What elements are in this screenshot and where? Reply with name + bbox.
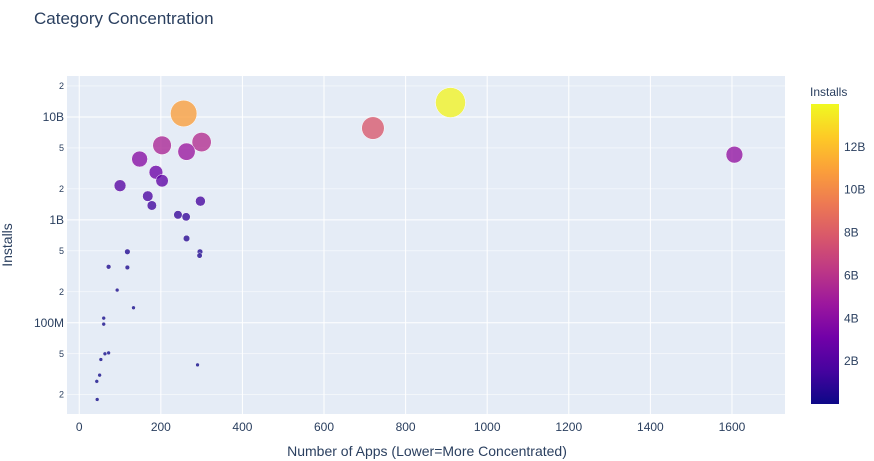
data-point[interactable] <box>124 264 130 271</box>
data-point[interactable] <box>191 132 212 152</box>
colorbar-tick-label: 12B <box>844 140 865 154</box>
chart-title: Category Concentration <box>34 9 214 28</box>
data-point[interactable] <box>94 397 100 402</box>
y-tick-label: 10B <box>43 110 64 124</box>
y-tick-label: 1B <box>49 213 64 227</box>
colorbar-tick-label: 6B <box>844 268 859 282</box>
data-point[interactable] <box>94 379 100 384</box>
y-axis-title: Installs <box>0 223 15 267</box>
data-point[interactable] <box>361 116 385 140</box>
data-point[interactable] <box>195 362 200 368</box>
y-tick-label: 100M <box>34 316 64 330</box>
colorbar-tick-label: 2B <box>844 354 859 368</box>
data-point[interactable] <box>101 321 106 327</box>
data-point[interactable] <box>170 99 198 128</box>
data-point[interactable] <box>142 190 154 202</box>
data-point[interactable] <box>181 212 191 222</box>
y-minor-tick-label: 5 <box>59 143 64 153</box>
data-point[interactable] <box>97 372 102 378</box>
data-point[interactable] <box>195 195 206 207</box>
data-points <box>94 87 744 402</box>
x-axis-ticks: 0 200 400 600 800 1000 1200 1400 1600 <box>76 420 746 434</box>
data-point[interactable] <box>113 179 127 192</box>
colorbar-tick-label: 8B <box>844 226 859 240</box>
data-point[interactable] <box>102 351 108 357</box>
x-tick-label: 200 <box>151 420 171 434</box>
data-point[interactable] <box>177 142 196 161</box>
y-minor-tick-label: 2 <box>59 287 64 297</box>
x-tick-label: 800 <box>396 420 416 434</box>
data-point[interactable] <box>152 135 172 155</box>
x-tick-label: 600 <box>314 420 334 434</box>
x-tick-label: 1400 <box>637 420 664 434</box>
x-axis-title: Number of Apps (Lower=More Concentrated) <box>287 443 567 459</box>
data-point[interactable] <box>131 305 136 311</box>
data-point[interactable] <box>173 210 183 220</box>
data-point[interactable] <box>196 252 203 259</box>
data-point[interactable] <box>725 146 744 164</box>
data-point[interactable] <box>435 87 466 118</box>
data-point[interactable] <box>146 200 157 211</box>
colorbar-tick-label: 10B <box>844 183 865 197</box>
data-point[interactable] <box>124 248 131 255</box>
data-point[interactable] <box>106 350 111 356</box>
x-tick-label: 400 <box>232 420 252 434</box>
y-minor-tick-label: 5 <box>59 246 64 256</box>
y-minor-tick-label: 5 <box>59 349 64 359</box>
colorbar <box>811 104 839 404</box>
y-minor-tick-label: 2 <box>59 81 64 91</box>
data-point[interactable] <box>105 264 112 270</box>
data-point[interactable] <box>98 357 104 362</box>
x-tick-label: 1000 <box>474 420 501 434</box>
data-point[interactable] <box>114 287 120 293</box>
data-point[interactable] <box>183 234 191 242</box>
colorbar-title: Installs <box>810 85 847 99</box>
data-point[interactable] <box>131 150 148 168</box>
y-minor-tick-label: 2 <box>59 390 64 400</box>
colorbar-ticks: 2B 4B 6B 8B 10B 12B <box>844 140 865 368</box>
data-point[interactable] <box>101 315 106 321</box>
x-tick-label: 0 <box>76 420 83 434</box>
x-tick-label: 1200 <box>555 420 582 434</box>
x-tick-label: 1600 <box>719 420 746 434</box>
data-point[interactable] <box>155 174 169 188</box>
y-minor-tick-label: 2 <box>59 184 64 194</box>
colorbar-tick-label: 4B <box>844 311 859 325</box>
y-axis-ticks: 100M 1B 10B 2 5 2 5 2 5 2 <box>34 81 64 400</box>
plot-area <box>67 76 785 414</box>
